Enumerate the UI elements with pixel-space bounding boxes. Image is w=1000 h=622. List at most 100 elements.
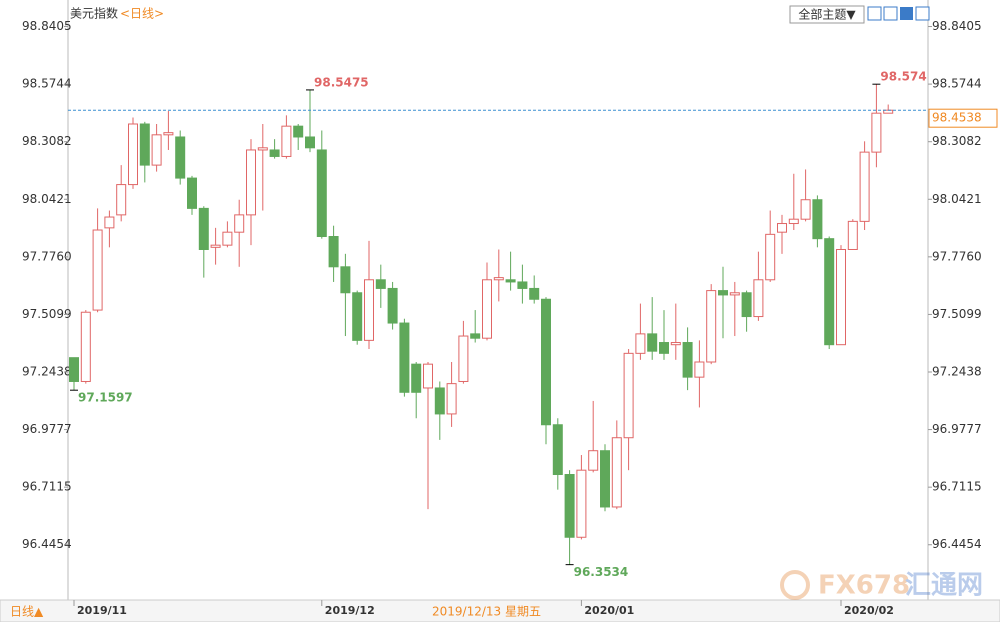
candle-body [753,279,764,318]
icon-full[interactable] [915,6,930,21]
candle-body [812,199,823,240]
theme-button[interactable] [789,5,865,24]
candle-body [623,352,634,439]
y-tick-label: 98.5744 [22,77,72,91]
watermark: FX678 汇通网 [780,570,983,601]
candle-body [69,357,79,382]
y2-tick-label: 98.3082 [932,134,982,148]
period-button[interactable]: 日线▲ [10,605,44,619]
toolbar-icons[interactable] [867,6,930,21]
candle-body [718,290,728,296]
candle-body [364,279,374,341]
y2-tick-label: 98.8405 [932,19,982,33]
chart-title: 美元指数 [70,6,118,21]
candle-body [316,149,327,238]
candle-body [269,149,280,157]
candle-body [305,136,315,149]
candle-body [128,123,138,186]
candle-body [446,383,457,415]
candle-body [529,287,540,300]
candle-body [824,238,835,346]
y-tick-label: 98.0421 [22,192,72,206]
candle-body [493,277,504,281]
candle-body [328,236,339,268]
candle-body [647,333,658,352]
y-tick-label: 96.7115 [22,480,72,494]
candle-body [293,125,304,138]
candle-body [635,333,646,354]
candle-body [198,207,209,250]
y2-tick-label: 97.5099 [932,307,982,321]
y2-tick-label: 98.0421 [932,192,982,206]
y2-tick-label: 97.2438 [932,364,982,378]
candle-body [234,214,245,233]
candle-body [517,281,528,289]
icon-crosshair[interactable] [867,6,882,21]
candle-body [859,151,870,222]
candle-body [458,335,469,382]
y-tick-label: 96.4454 [22,537,72,551]
current-price-box [928,108,998,128]
candle-body [163,132,174,136]
candle-body [257,147,268,151]
candle-body [694,361,705,378]
y-tick-label: 96.9777 [22,422,72,436]
candle-body [659,342,669,354]
candle-body [399,322,410,393]
candle-body [505,279,516,283]
candle-body [151,134,162,166]
candle-body [682,342,693,378]
theme-button-label[interactable]: 全部主题▼ [798,7,856,22]
y-tick-label: 98.8405 [22,19,72,33]
candle-body [187,177,197,209]
candle-body [470,333,481,339]
icon-draw[interactable] [900,7,913,20]
x-tick-label: 2020/02 [844,604,894,617]
candle-body [423,363,433,389]
y2-tick-label: 96.4454 [932,537,982,551]
extreme-label: 98.574 [880,70,926,84]
current-price-label: 98.4538 [932,111,982,125]
y-tick-label: 97.7760 [22,249,72,263]
watermark-text: FX678 [818,571,910,601]
candle-body [836,248,846,346]
candle-body [116,184,127,216]
candle-body [576,469,587,538]
candle-body [777,223,787,233]
y-tick-label: 97.5099 [22,307,72,321]
candle-body [222,231,233,246]
candle-body [210,244,221,248]
candle-body [92,229,103,311]
candle-body [340,266,351,294]
candle-body [80,311,91,382]
candle-body [871,112,882,153]
candle-body [588,450,599,471]
crosshair-date: 2019/12/13 星期五 [432,605,541,619]
extreme-label: 97.1597 [78,391,133,405]
candle-body [387,287,398,324]
x-tick-label: 2020/01 [584,604,634,617]
candle-body [375,279,386,289]
icon-compare[interactable] [883,6,898,21]
extreme-label: 98.5475 [314,75,369,89]
candle-body [104,216,115,229]
y2-tick-label: 96.7115 [932,480,982,494]
candle-body [434,387,445,415]
candle-body [611,437,622,508]
candle-body [729,292,740,296]
candle-body [482,279,492,339]
y-tick-label: 98.3082 [22,134,72,148]
candle-body [564,474,575,538]
x-axis-bar [0,599,1000,622]
x-tick-label: 2019/12 [325,604,375,617]
candle-body [788,218,799,225]
extreme-label: 96.3534 [574,565,629,579]
candle-body [541,298,551,426]
candle-body [352,292,363,341]
watermark-text-cn: 汇通网 [905,571,983,601]
candle-body [847,220,858,250]
candle-body [281,125,292,157]
candle-body [411,363,422,393]
